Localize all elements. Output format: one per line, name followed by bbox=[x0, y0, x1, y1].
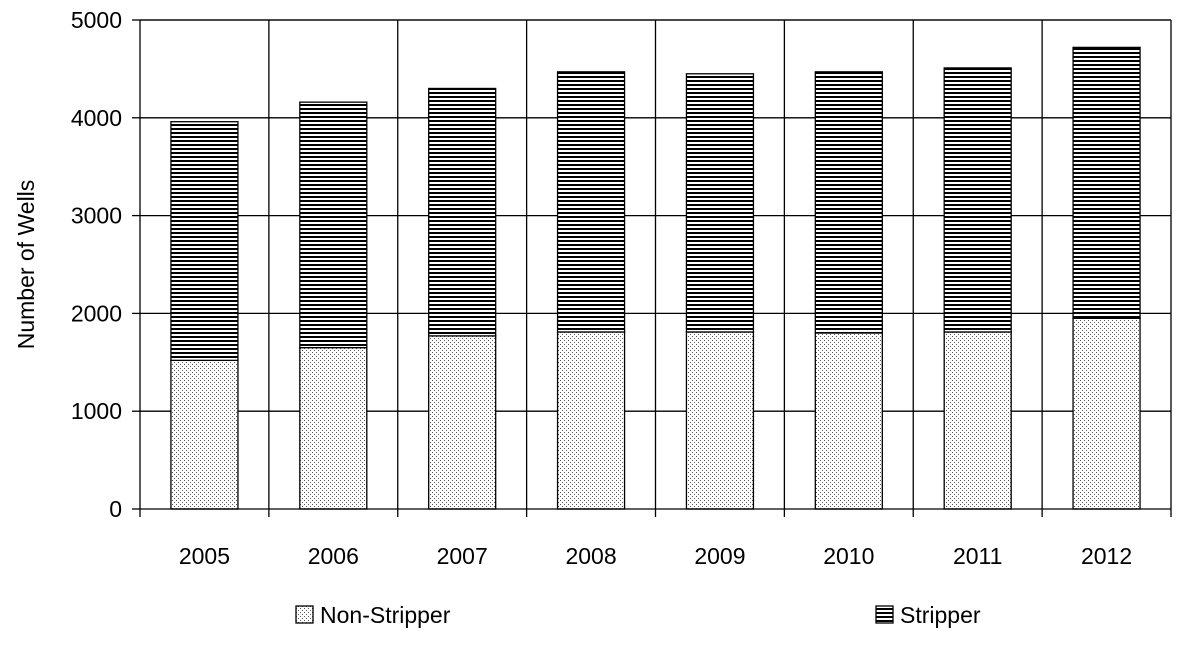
bar-non-stripper-2009 bbox=[685, 331, 755, 510]
legend-label: Stripper bbox=[900, 602, 981, 628]
bars bbox=[170, 46, 1141, 510]
bar-non-stripper-2006 bbox=[299, 346, 368, 510]
bar-stripper-2010 bbox=[814, 71, 883, 334]
legend: Non-Stripper Stripper bbox=[295, 602, 981, 628]
x-tick-label: 2009 bbox=[694, 543, 745, 569]
bar-stripper-2011 bbox=[943, 67, 1012, 333]
x-tick-label: 2005 bbox=[179, 543, 230, 569]
x-tick-label: 2006 bbox=[308, 543, 359, 569]
y-axis-title: Number of Wells bbox=[13, 180, 39, 350]
bar-non-stripper-2007 bbox=[428, 335, 497, 510]
y-tick-label: 0 bbox=[109, 496, 122, 522]
y-tick-label: 1000 bbox=[71, 398, 122, 424]
x-tick-label: 2007 bbox=[437, 543, 488, 569]
y-tick-label: 3000 bbox=[71, 203, 122, 229]
bar-stripper-2009 bbox=[685, 73, 755, 333]
x-tick-label: 2010 bbox=[823, 543, 874, 569]
y-tick-label: 5000 bbox=[71, 7, 122, 33]
x-tick-label: 2008 bbox=[565, 543, 616, 569]
y-tick-label: 2000 bbox=[71, 300, 122, 326]
bar-stripper-2007 bbox=[428, 87, 497, 337]
legend-swatch-non-stripper bbox=[295, 605, 314, 624]
bar-stripper-2005 bbox=[170, 121, 239, 361]
axes bbox=[132, 19, 1172, 517]
bar-stripper-2006 bbox=[299, 101, 368, 349]
bar-non-stripper-2011 bbox=[943, 331, 1012, 510]
bar-stripper-2008 bbox=[556, 71, 626, 333]
bar-non-stripper-2008 bbox=[556, 331, 626, 510]
bar-non-stripper-2005 bbox=[170, 359, 239, 510]
tick-labels: 0 1000 2000 3000 4000 5000 2005 2006 2007 2008 200… bbox=[71, 7, 1132, 569]
legend-swatch-stripper bbox=[875, 605, 894, 624]
grid bbox=[140, 19, 1172, 509]
bar-non-stripper-2010 bbox=[814, 332, 883, 510]
x-tick-label: 2012 bbox=[1081, 543, 1132, 569]
bar-stripper-2012 bbox=[1072, 46, 1141, 319]
bar-non-stripper-2012 bbox=[1072, 317, 1141, 510]
legend-label: Non-Stripper bbox=[320, 602, 451, 628]
y-tick-label: 4000 bbox=[71, 105, 122, 131]
x-tick-label: 2011 bbox=[953, 543, 1002, 569]
